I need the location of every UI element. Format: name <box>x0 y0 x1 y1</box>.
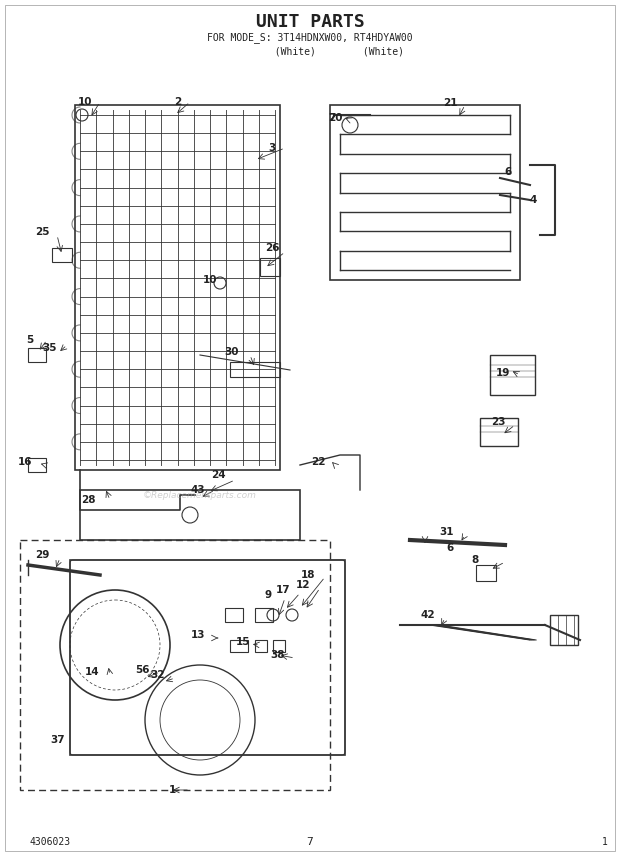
Bar <box>330 105 520 280</box>
Bar <box>550 615 578 645</box>
Text: 7: 7 <box>307 837 313 847</box>
Text: 21: 21 <box>443 98 458 108</box>
Bar <box>75 105 280 470</box>
Text: 23: 23 <box>491 417 505 427</box>
Bar <box>255 640 267 652</box>
Bar <box>225 608 243 622</box>
Text: FOR MODE_S: 3T14HDNXW00, RT4HDYAW00: FOR MODE_S: 3T14HDNXW00, RT4HDYAW00 <box>207 33 413 44</box>
Text: 42: 42 <box>421 610 435 620</box>
Text: 10: 10 <box>203 275 217 285</box>
Text: 28: 28 <box>81 495 95 505</box>
Text: 32: 32 <box>151 670 166 680</box>
Bar <box>70 560 345 755</box>
Text: 10: 10 <box>78 97 92 107</box>
Text: 16: 16 <box>18 457 32 467</box>
Text: 6: 6 <box>446 543 454 553</box>
Text: 25: 25 <box>35 227 49 237</box>
Text: 37: 37 <box>51 735 65 745</box>
Bar <box>52 248 72 262</box>
Bar <box>230 640 248 652</box>
Text: 29: 29 <box>35 550 49 560</box>
Bar <box>273 640 285 652</box>
Text: 43: 43 <box>191 485 205 495</box>
Bar <box>28 348 46 362</box>
Text: 6: 6 <box>505 167 511 177</box>
Bar <box>480 418 518 446</box>
Text: 4: 4 <box>529 195 537 205</box>
Bar <box>28 458 46 472</box>
Bar <box>20 540 330 790</box>
Bar <box>490 355 535 395</box>
Text: 1: 1 <box>169 785 175 795</box>
Text: 56: 56 <box>135 665 149 675</box>
Text: (White)        (White): (White) (White) <box>216 46 404 56</box>
Text: 1: 1 <box>602 837 608 847</box>
Bar <box>80 490 300 540</box>
Bar <box>230 362 280 377</box>
Text: 15: 15 <box>236 637 250 647</box>
Text: 7: 7 <box>329 113 335 123</box>
Text: ©Replacementparts.com: ©Replacementparts.com <box>143 490 257 500</box>
Text: 9: 9 <box>265 590 272 600</box>
Text: 22: 22 <box>311 457 326 467</box>
Text: 2: 2 <box>174 97 182 107</box>
Text: UNIT PARTS: UNIT PARTS <box>255 13 365 31</box>
Bar <box>260 258 280 276</box>
Bar <box>476 565 496 581</box>
Text: 14: 14 <box>85 667 99 677</box>
Text: 3: 3 <box>268 143 276 153</box>
Text: 12: 12 <box>296 580 310 590</box>
Text: 20: 20 <box>328 113 342 123</box>
Text: 26: 26 <box>265 243 279 253</box>
Text: 17: 17 <box>276 585 290 595</box>
Text: 4306023: 4306023 <box>30 837 71 847</box>
Text: 5: 5 <box>27 335 33 345</box>
Text: 18: 18 <box>301 570 315 580</box>
Text: 19: 19 <box>496 368 510 378</box>
Text: 31: 31 <box>440 527 454 537</box>
Text: 35: 35 <box>43 343 57 353</box>
Text: 30: 30 <box>224 347 239 357</box>
Text: 24: 24 <box>211 470 225 480</box>
Text: 38: 38 <box>271 650 285 660</box>
Bar <box>255 608 273 622</box>
Text: 8: 8 <box>471 555 479 565</box>
Text: 13: 13 <box>191 630 205 640</box>
